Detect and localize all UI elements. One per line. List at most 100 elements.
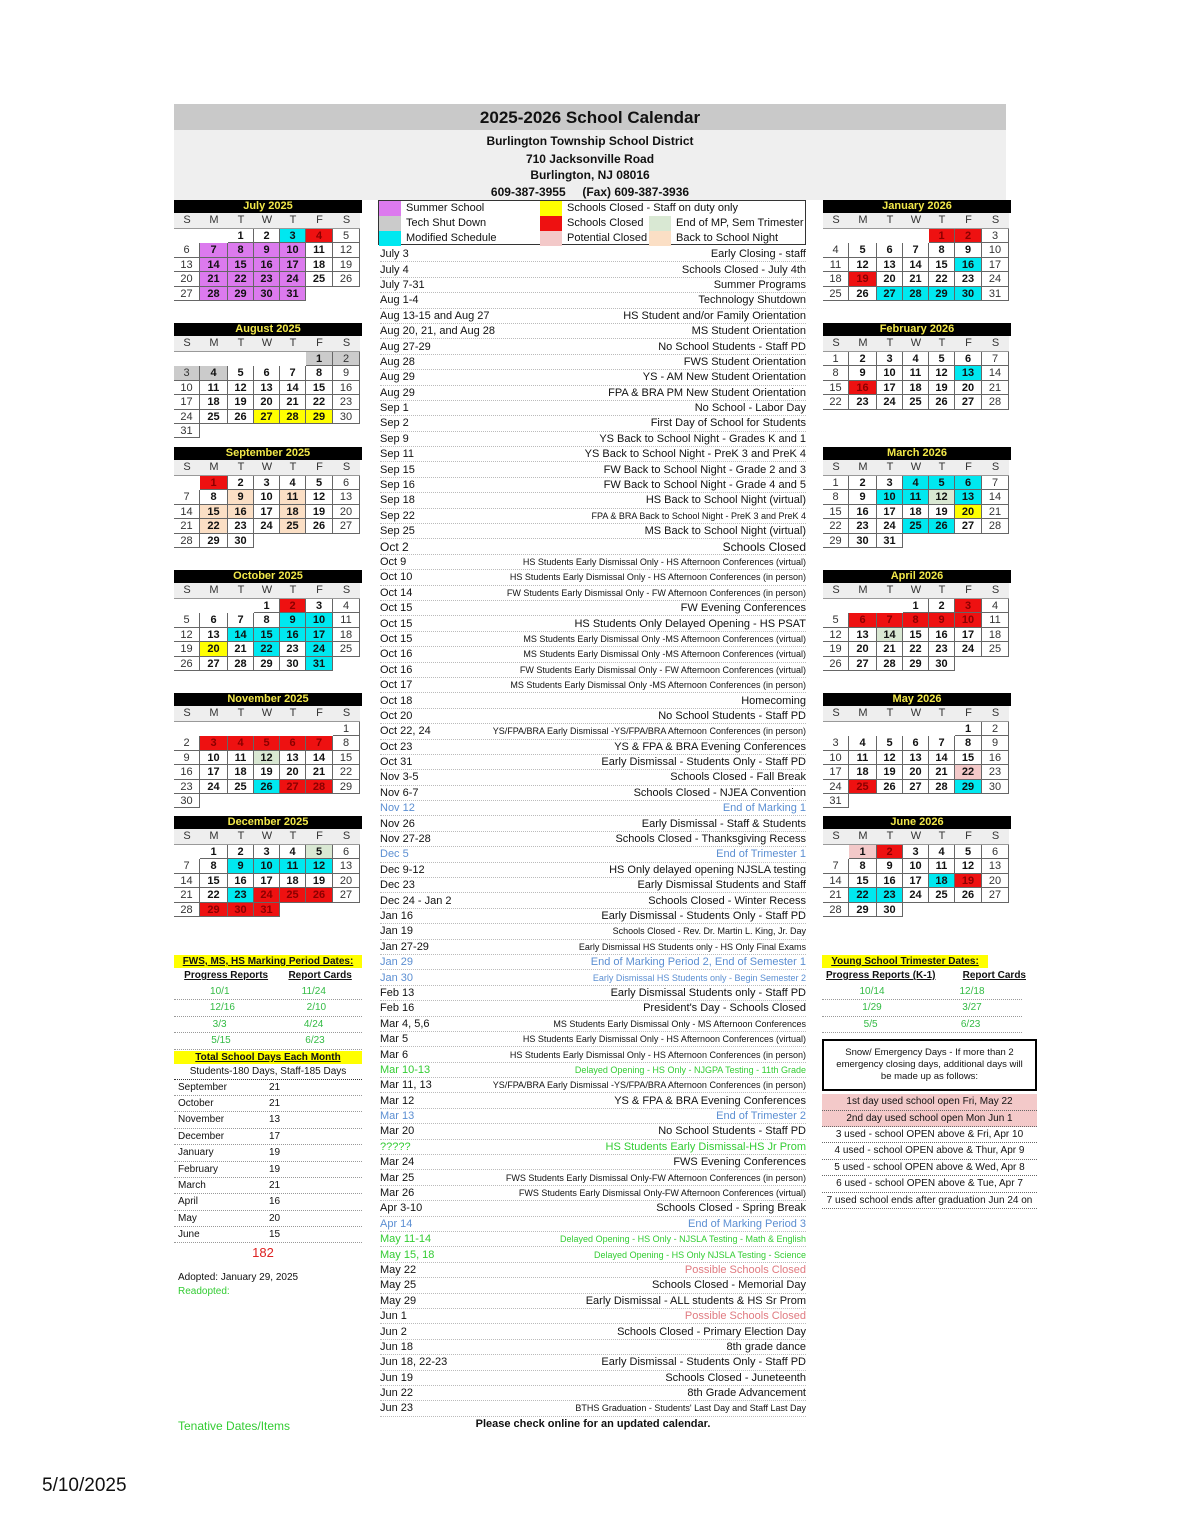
day-cell: 19 [929,380,955,396]
day-cell: 2 [280,599,306,614]
day-cell: 19 [228,395,254,410]
event-date: Jun 19 [380,1371,414,1384]
day-cell: 7 [903,243,929,258]
event-text: Schools Closed - Primary Election Day [617,1325,806,1338]
day-cell: 18 [280,504,306,520]
weekday-header: S [982,706,1009,722]
event-text: MS Back to School Night (virtual) [644,525,806,538]
event-row: Oct 16 FW Students Early Dismissal Only -… [380,663,806,678]
day-cell: 13 [200,627,228,643]
day-cell: 10 [280,243,306,258]
event-text: FWS Students Early Dismissal Only-FW Aft… [505,1172,806,1183]
event-row: May 22 Possible Schools Closed [380,1263,806,1279]
weekday-header: S [823,336,849,352]
weekday-header: W [254,460,280,476]
day-cell: 13 [333,490,360,505]
empty-cell [849,599,877,613]
young-report-header: Report Cards [962,970,1026,981]
event-text: No School Students - Staff PD [658,709,806,722]
day-cell: 12 [174,627,200,643]
day-cell: 9 [254,243,280,258]
month-name: June [178,1229,200,1241]
day-cell: 16 [877,873,903,889]
day-cell: 7 [174,859,200,874]
event-text: MS Student Orientation [691,325,806,338]
day-cell: 16 [228,873,254,889]
day-cell: 27 [333,519,360,534]
empty-cell [228,352,254,366]
day-cell: 7 [280,366,306,381]
day-cell: 4 [200,366,228,381]
event-date: Aug 20, 21, and Aug 28 [380,325,495,338]
event-row: Jun 18 8th grade dance [380,1340,806,1356]
legend-swatch [540,231,562,246]
event-date: Dec 24 - Jan 2 [380,894,452,907]
month-title: February 2026 [823,323,1011,336]
legend-label: Back to School Night [676,232,779,244]
weekday-header: W [254,706,280,722]
empty-cell [200,599,228,613]
day-cell: 7 [200,243,228,258]
weekday-header: F [306,583,333,599]
day-cell: 3 [877,352,903,367]
progress-report-date: 10/1 [210,986,230,997]
event-row: Aug 29 YS - AM New Student Orientation [380,370,806,386]
day-cell: 26 [306,888,333,903]
event-date: Jan 30 [380,971,414,984]
day-cell: 27 [903,779,929,794]
day-cell: 22 [929,272,955,287]
month-days: 13 [269,1114,281,1126]
weekday-header: T [877,460,903,476]
day-cell: 31 [306,656,333,671]
month-grid: S M T W T F S 1 2 3 4 5 6 7 8 9 10 11 12 13 14 15 16 17 18 19 20 21… [823,583,1011,671]
day-cell: 24 [200,779,228,794]
day-cell: 28 [982,519,1009,534]
weekday-header: T [877,706,903,722]
day-cell: 5 [306,476,333,491]
event-date: Aug 29 [380,371,415,384]
month-grid: S M T W T F S 1 2 3 4 5 6 7 8 9 10 11 12 13 14 15 16 17 18 19 20 21… [174,460,362,548]
event-date: Oct 15 [380,617,413,630]
month-grid: S M T W T F S 1 2 3 4 5 6 7 8 9 10 11 12 13 14 15 16 17 18 19 20 21… [174,706,362,809]
event-date: Jun 18 [380,1340,414,1353]
month-total-row: April 16 [174,1194,362,1211]
day-cell: 9 [982,736,1009,751]
event-text: End of Trimester 2 [716,1110,806,1123]
month-total-row: November 13 [174,1112,362,1129]
events-list: July 3 Early Closing - staff July 4 Schools… [380,247,806,1417]
day-cell: 21 [280,395,306,410]
weekday-header: T [929,583,955,599]
day-cell: 1 [254,599,280,614]
young-progress-date: 10/14 [859,986,885,997]
district-name: Burlington Township School District [486,134,694,148]
day-cell: 29 [903,656,929,671]
day-cell: 26 [849,286,877,301]
day-cell: 8 [849,859,877,874]
weekday-header: S [174,706,200,722]
event-date: Dec 5 [380,848,409,861]
weekday-header: S [982,583,1009,599]
report-card-date: 4/24 [303,1018,324,1030]
weekday-header: W [903,706,929,722]
day-cell: 30 [254,286,280,301]
event-row: Dec 9-12 HS Only delayed opening NJSLA te… [380,863,806,879]
day-cell: 5 [877,736,903,751]
weekday-header: T [228,213,254,229]
day-cell: 19 [823,642,849,657]
day-cell: 1 [200,845,228,860]
empty-cell [823,722,849,736]
weekday-header: T [280,706,306,722]
legend-item: Tech Shut Down [379,216,486,231]
day-cell: 15 [228,257,254,273]
event-date: Nov 27-28 [380,833,431,846]
month-total-row: December 17 [174,1129,362,1146]
weekday-header: S [982,213,1009,229]
weekday-header: S [982,829,1009,845]
event-text: YS Back to School Night - Grades K and 1 [599,432,806,445]
day-cell: 26 [333,272,360,287]
day-cell: 8 [306,366,333,381]
day-cell: 27 [280,779,306,794]
day-cell: 9 [849,366,877,381]
month-days: 21 [269,1081,281,1093]
event-row: Aug 29 FPA & BRA PM New Student Orientati… [380,386,806,401]
